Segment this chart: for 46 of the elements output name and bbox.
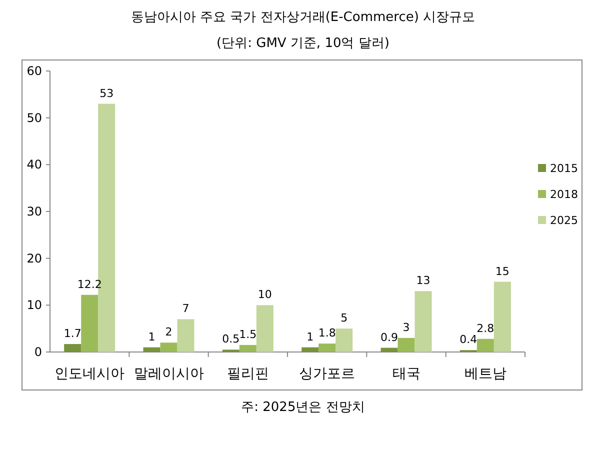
data-label: 1.8 [318, 326, 336, 340]
x-tick-label: 태국 [392, 366, 420, 382]
bar [380, 348, 398, 352]
legend-label: 2015 [550, 162, 578, 175]
chart-subtitle: (단위: GMV 기준, 10억 달러) [216, 36, 390, 51]
bar [160, 342, 178, 352]
data-label: 1 [306, 330, 314, 344]
data-label: 0.9 [380, 330, 398, 344]
y-tick-label: 40 [26, 158, 42, 172]
data-label: 2.8 [476, 322, 494, 335]
y-tick-label: 60 [26, 64, 42, 78]
bar [336, 328, 353, 352]
bar [81, 294, 98, 352]
y-tick-label: 0 [34, 345, 42, 359]
data-label: 0.4 [460, 333, 478, 346]
chart-title: 동남아시아 주요 국가 전자상거래(E-Commerce) 시장규모 [130, 10, 476, 25]
x-tick-label: 말레이시아 [134, 366, 204, 382]
y-tick-label: 20 [26, 251, 42, 266]
bar [256, 305, 274, 352]
bar [476, 338, 494, 352]
data-label: 0.5 [222, 332, 240, 346]
x-tick-label: 필리핀 [226, 366, 269, 382]
bar [239, 344, 256, 352]
text: 주: 2025년은 전망치 [241, 400, 365, 415]
data-label: 1.5 [239, 328, 257, 341]
bar [494, 282, 511, 352]
legend-label: 2018 [550, 188, 578, 201]
bar [143, 347, 160, 352]
bar [414, 291, 432, 352]
bar [177, 319, 194, 352]
legend-label: 2025 [550, 214, 578, 227]
data-label: 1.7 [64, 327, 82, 340]
bar [64, 344, 82, 352]
data-label: 3 [402, 320, 410, 334]
bar [398, 338, 415, 352]
data-label: 12.2 [77, 278, 102, 291]
x-tick-label: 싱가포르 [299, 366, 356, 382]
x-tick-label: 베트남 [464, 366, 506, 382]
y-tick-label: 10 [26, 298, 42, 312]
y-tick-label: 50 [26, 110, 42, 125]
data-label: 2 [165, 326, 172, 339]
y-tick-label: 30 [26, 204, 42, 218]
data-label: 1 [148, 330, 156, 344]
bar [318, 344, 336, 352]
x-tick-label: 인도네시아 [54, 366, 125, 382]
bar [302, 347, 319, 352]
